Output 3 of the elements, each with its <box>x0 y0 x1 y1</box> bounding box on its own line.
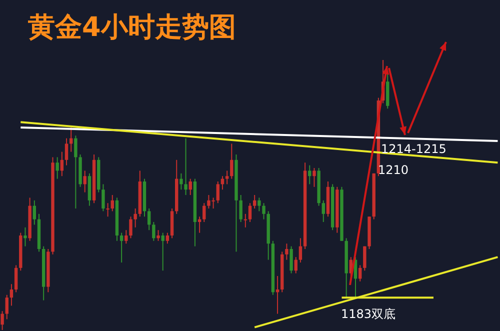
chart-title: 黄金4小时走势图 <box>27 12 236 43</box>
annotation: 1183双底 <box>341 307 396 321</box>
annotation: 1214-1215 <box>381 142 446 156</box>
